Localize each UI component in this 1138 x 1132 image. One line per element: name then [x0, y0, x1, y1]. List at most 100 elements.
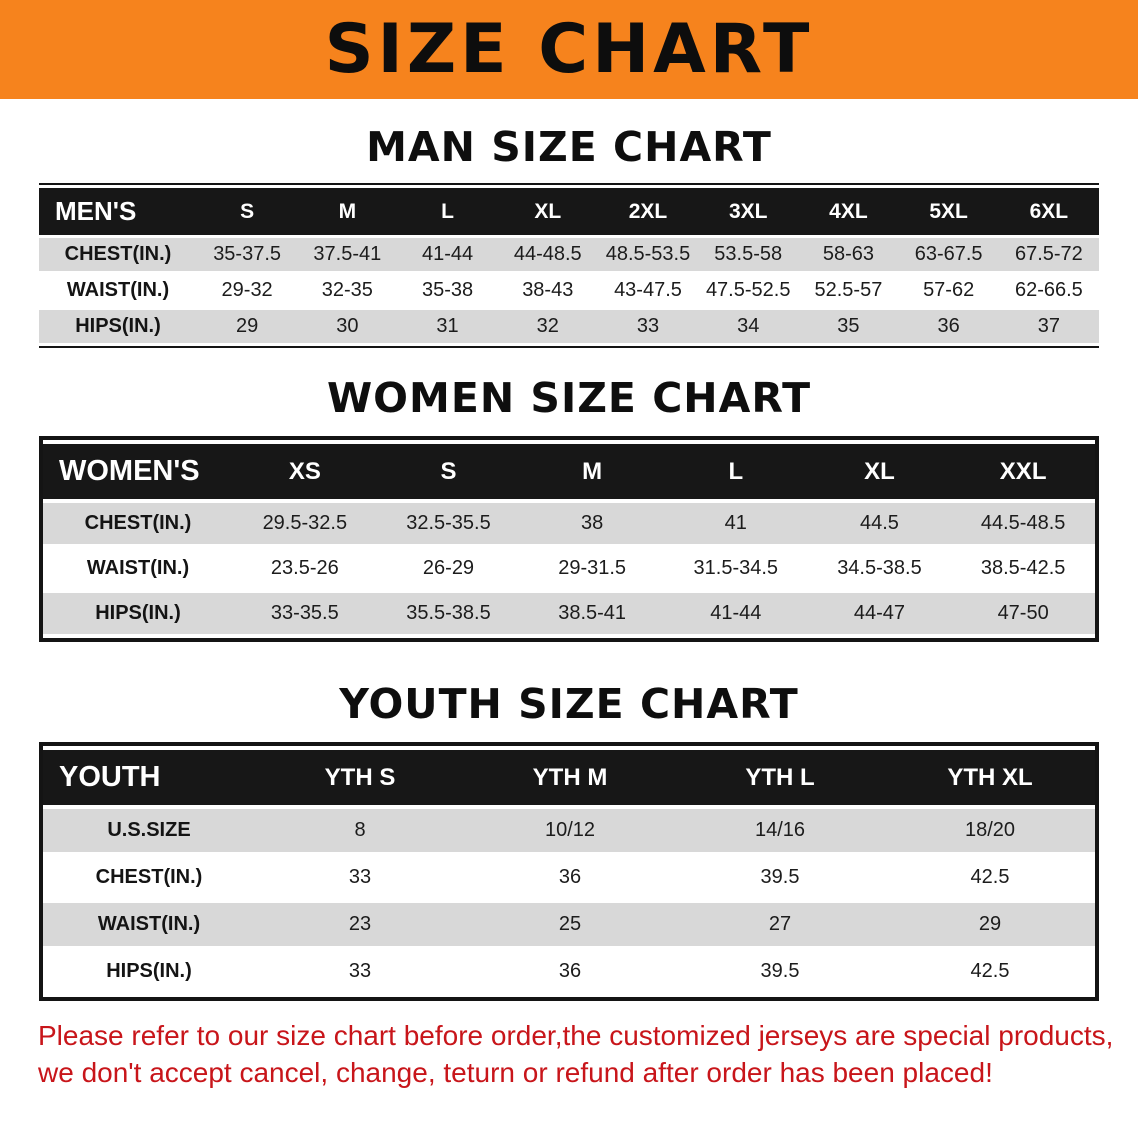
size-cell: 23: [348, 913, 372, 935]
size-cell: 14/16: [754, 819, 806, 841]
size-column-header: L: [663, 444, 808, 499]
size-cell: 36: [558, 866, 582, 888]
size-column-header: 6XL: [998, 188, 1099, 235]
women-size-section: WOMEN SIZE CHART WOMEN'S XS S M L XL XXL CHEST(…: [0, 348, 1138, 642]
youth-size-heading: YOUTH SIZE CHART: [339, 680, 799, 728]
size-cell: 58-63: [822, 243, 874, 265]
table-row: HIPS(IN.) 33-35.5 35.5-38.5 38.5-41 41-44 44-…: [43, 593, 1095, 634]
size-chart-banner: SIZE CHART: [0, 0, 1138, 99]
youth-size-section: YOUTH SIZE CHART YOUTH YTH S YTH M YTH L YTH…: [0, 642, 1138, 1001]
size-column-header: M: [520, 444, 664, 499]
size-cell: 67.5-72: [1014, 243, 1083, 265]
size-column-header: L: [397, 188, 498, 235]
size-cell: 41-44: [421, 243, 474, 265]
men-size-heading: MAN SIZE CHART: [366, 123, 772, 171]
row-label: WAIST(IN.): [97, 913, 201, 935]
size-column-header: S: [376, 444, 521, 499]
size-column-header: M: [297, 188, 398, 235]
size-cell: 25: [558, 913, 582, 935]
size-cell: 33: [636, 315, 660, 337]
size-cell: 43-47.5: [614, 279, 682, 301]
size-cell: 34: [737, 315, 760, 337]
size-cell: 29: [978, 913, 1002, 935]
size-column-header: XS: [233, 444, 377, 499]
size-cell: 48.5-53.5: [605, 243, 691, 265]
size-cell: 44-48.5: [513, 243, 582, 265]
size-cell: 42.5: [970, 866, 1010, 888]
size-cell: 31: [436, 315, 459, 337]
size-column-header: XXL: [951, 444, 1095, 499]
size-column-header: XL: [807, 444, 952, 499]
men-size-table: MEN'S S M L XL 2XL 3XL 4XL 5XL 6XL CHEST(IN.) 35-37…: [39, 183, 1099, 348]
size-cell: 32: [536, 315, 559, 337]
size-column-header: XL: [497, 188, 598, 235]
size-cell: 38.5-42.5: [980, 557, 1066, 579]
size-cell: 10/12: [544, 819, 596, 841]
table-row: CHEST(IN.) 35-37.5 37.5-41 41-44 44-48.5 48.5…: [39, 238, 1099, 271]
size-cell: 37.5-41: [313, 243, 382, 265]
size-header-row: YOUTH YTH S YTH M YTH L YTH XL: [43, 750, 1095, 805]
size-column-header: S: [197, 188, 298, 235]
size-cell: 53.5-58: [714, 243, 783, 265]
row-label: WAIST(IN.): [66, 279, 170, 301]
size-cell: 62-66.5: [1014, 279, 1083, 301]
youth-size-table: YOUTH YTH S YTH M YTH L YTH XL U.S.SIZE 8 10/12…: [39, 742, 1099, 1001]
table-row: WAIST(IN.) 23.5-26 26-29 29-31.5 31.5-34.5 34…: [43, 548, 1095, 589]
size-cell: 44-47: [853, 602, 906, 624]
row-label: HIPS(IN.): [106, 960, 192, 982]
row-label: WAIST(IN.): [86, 557, 190, 579]
size-cell: 33-35.5: [270, 602, 339, 624]
women-size-heading: WOMEN SIZE CHART: [326, 374, 812, 422]
size-cell: 29-32: [221, 279, 273, 301]
size-column-header: 5XL: [898, 188, 999, 235]
size-cell: 52.5-57: [814, 279, 883, 301]
row-label: U.S.SIZE: [107, 819, 191, 841]
size-column-header: YTH L: [675, 750, 885, 805]
men-size-section: MAN SIZE CHART MEN'S S M L XL 2XL 3XL 4XL 5XL 6XL…: [0, 99, 1138, 348]
size-cell: 32.5-35.5: [406, 512, 491, 534]
size-cell: 47.5-52.5: [705, 279, 791, 301]
size-cell: 32-35: [321, 279, 373, 301]
size-column-header: YTH XL: [885, 750, 1095, 805]
size-cell: 8: [354, 819, 366, 841]
row-label: HIPS(IN.): [95, 602, 181, 624]
order-notice: Please refer to our size chart before or…: [38, 1017, 1118, 1091]
size-cell: 37: [1037, 315, 1060, 337]
table-row: HIPS(IN.) 33 36 39.5 42.5: [43, 950, 1095, 993]
notice-line-1: Please refer to our size chart before or…: [38, 1020, 1114, 1051]
notice-line-2: we don't accept cancel, change, teturn o…: [38, 1057, 993, 1088]
row-label: CHEST(IN.): [95, 866, 203, 888]
size-cell: 47-50: [997, 602, 1049, 624]
size-column-header: YTH M: [465, 750, 675, 805]
row-label: CHEST(IN.): [84, 512, 192, 534]
size-cell: 36: [558, 960, 582, 982]
size-cell: 36: [937, 315, 960, 337]
size-cell: 39.5: [760, 866, 800, 888]
size-cell: 34.5-38.5: [837, 557, 922, 579]
table-row: U.S.SIZE 8 10/12 14/16 18/20: [43, 809, 1095, 852]
table-row: HIPS(IN.) 29 30 31 32 33 34 35 36 37: [39, 310, 1099, 343]
size-cell: 41-44: [710, 602, 762, 624]
size-column-header: 4XL: [798, 188, 899, 235]
women-size-table: WOMEN'S XS S M L XL XXL CHEST(IN.) 29.5-32.5 32.5…: [39, 436, 1099, 642]
size-cell: 38-43: [522, 279, 574, 301]
row-label: CHEST(IN.): [64, 243, 172, 265]
size-column-header: 3XL: [698, 188, 799, 235]
size-cell: 29.5-32.5: [262, 512, 348, 534]
size-cell: 42.5: [970, 960, 1010, 982]
page-title: SIZE CHART: [324, 10, 814, 89]
size-cell: 44.5-48.5: [980, 512, 1066, 534]
size-cell: 38: [581, 512, 604, 534]
size-column-header: YTH S: [255, 750, 465, 805]
size-header-row: MEN'S S M L XL 2XL 3XL 4XL 5XL 6XL: [39, 188, 1099, 235]
size-cell: 18/20: [964, 819, 1016, 841]
table-title-cell: MEN'S: [39, 188, 197, 235]
size-cell: 35-38: [421, 279, 474, 301]
row-label: HIPS(IN.): [75, 315, 161, 337]
size-cell: 38.5-41: [558, 602, 627, 624]
table-row: CHEST(IN.) 29.5-32.5 32.5-35.5 38 41 44.5 44.5…: [43, 503, 1095, 544]
table-title-cell: YOUTH: [43, 750, 255, 805]
size-cell: 44.5: [859, 512, 899, 534]
size-cell: 29: [235, 315, 259, 337]
table-row: WAIST(IN.) 23 25 27 29: [43, 903, 1095, 946]
